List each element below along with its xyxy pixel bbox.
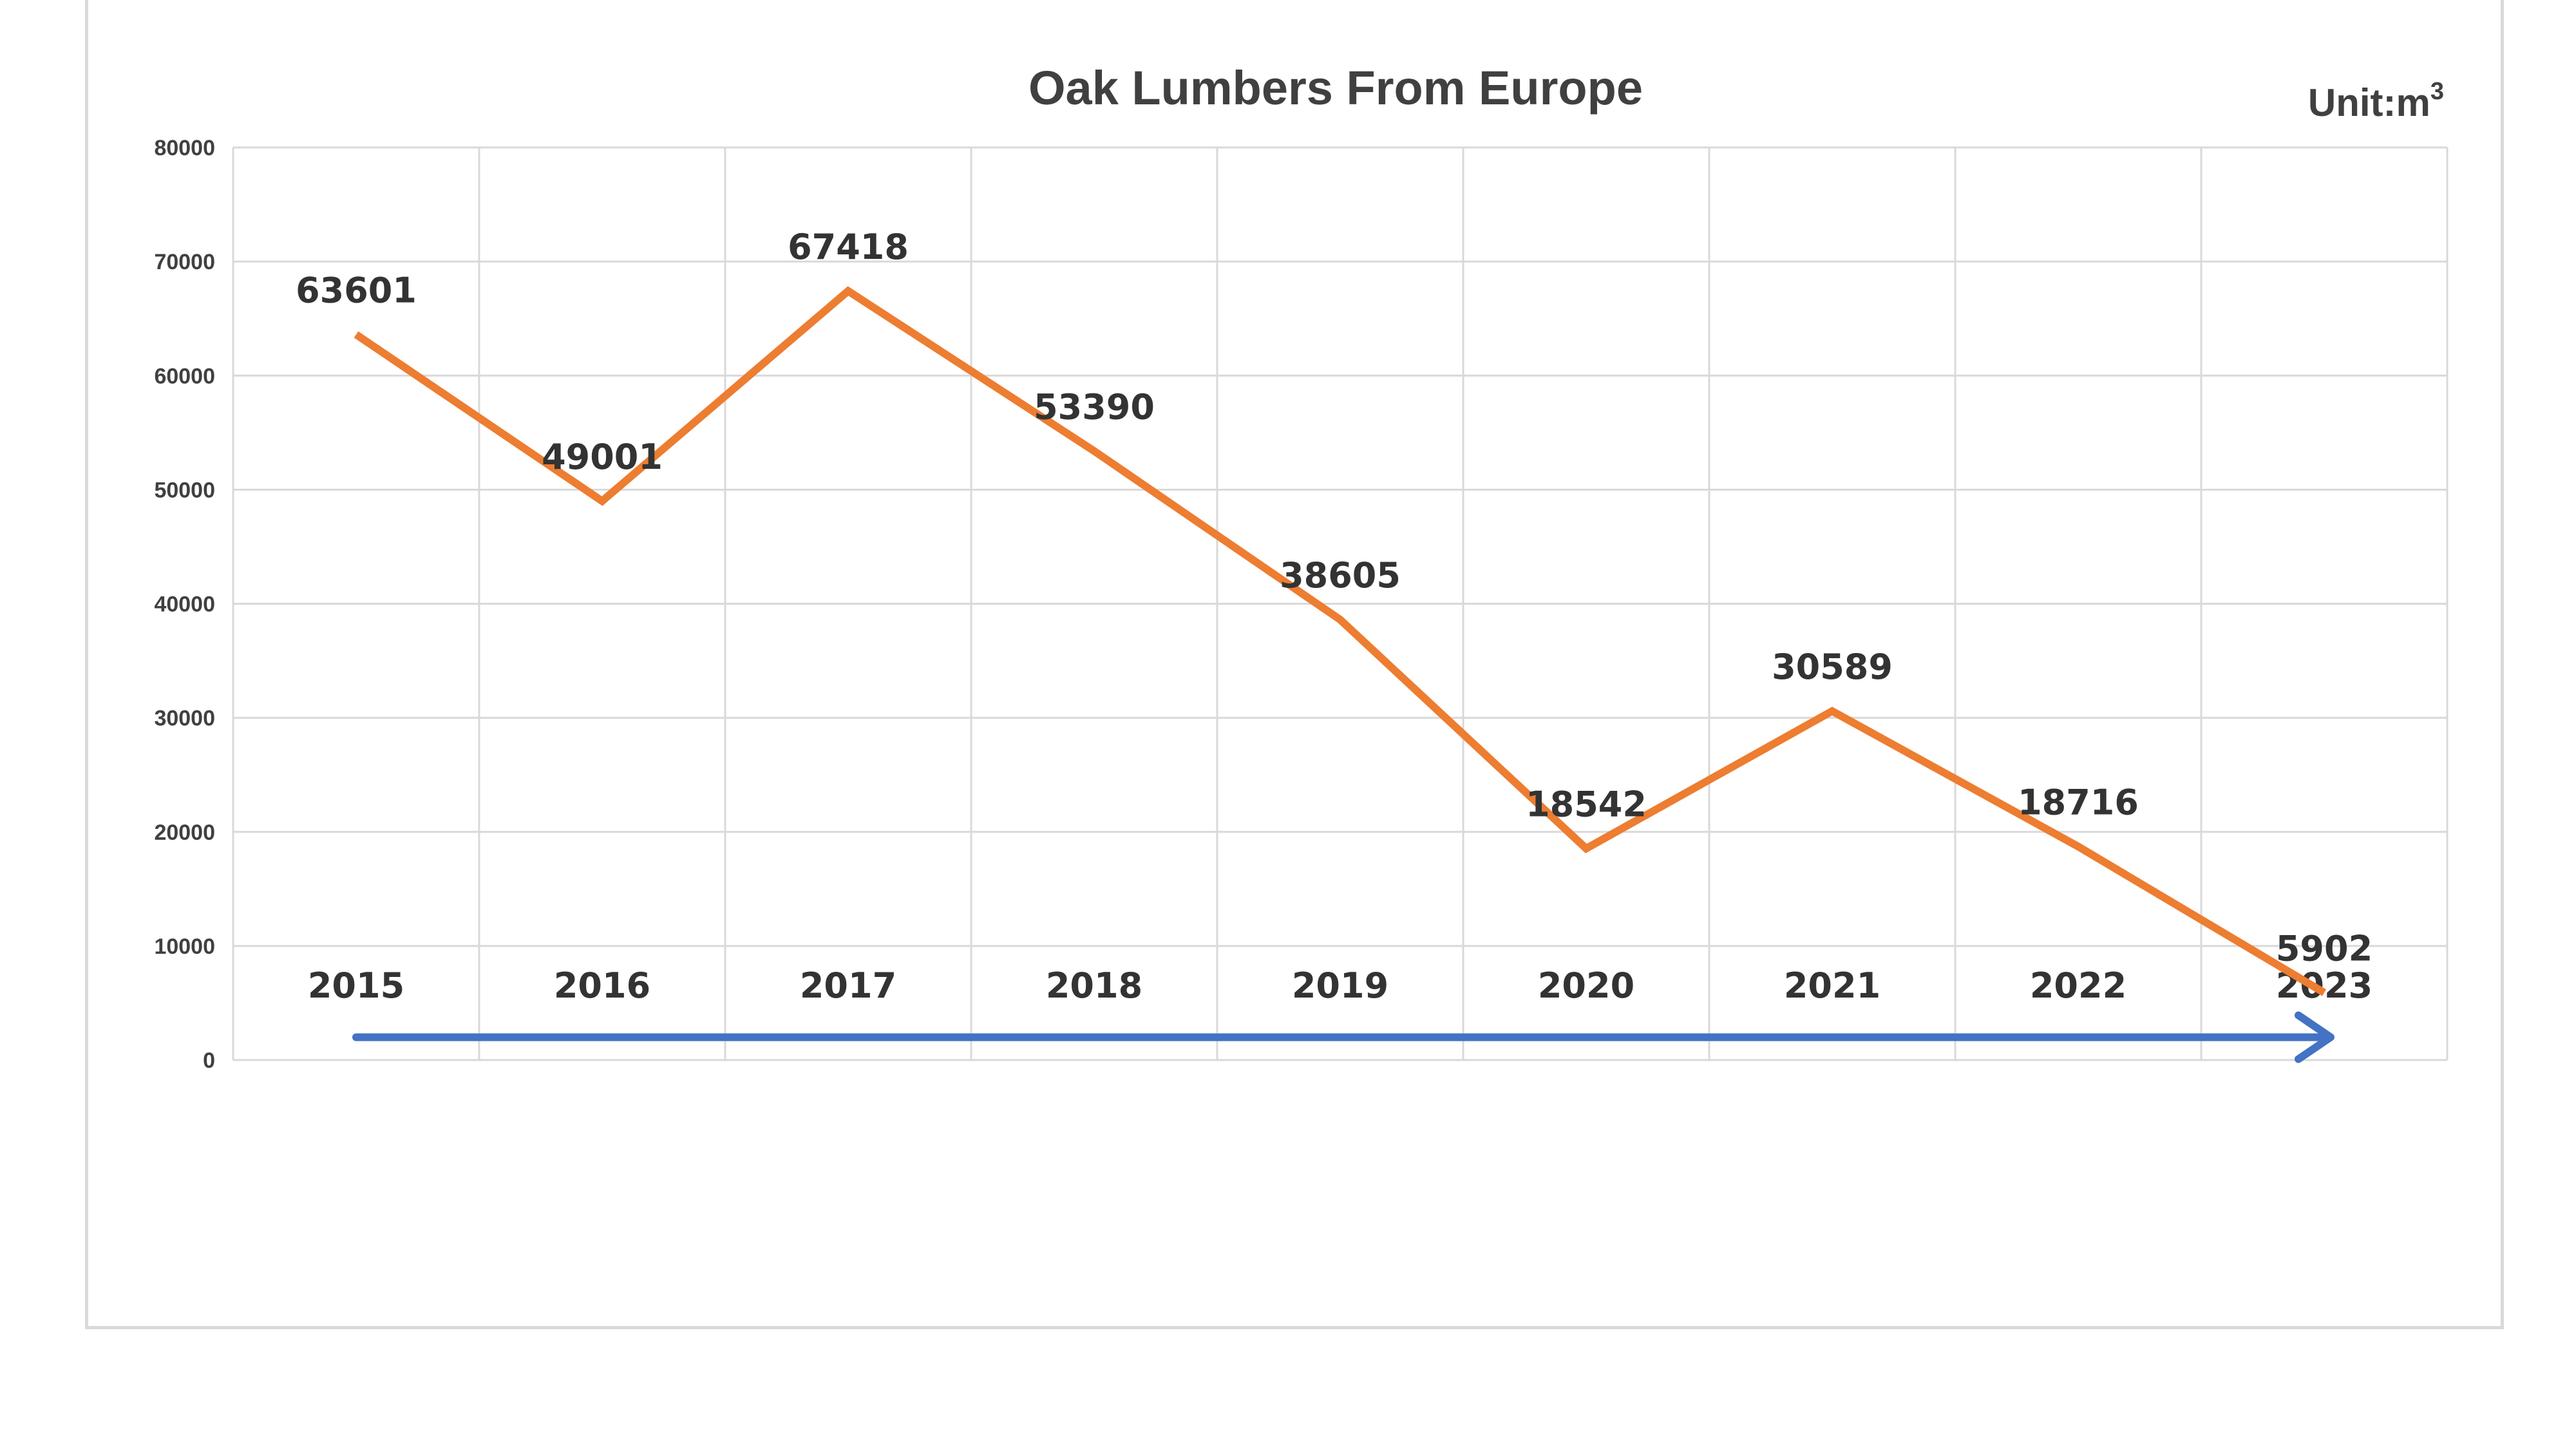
y-tick-label: 70000	[154, 250, 215, 274]
y-tick-label: 0	[203, 1048, 215, 1073]
y-tick-label: 20000	[154, 820, 215, 845]
data-label: 30589	[1772, 647, 1893, 687]
y-tick-label: 30000	[154, 706, 215, 731]
x-tick-label: 2021	[1784, 965, 1880, 1006]
data-label: 18716	[2018, 782, 2139, 822]
data-label: 67418	[788, 227, 909, 267]
x-tick-label: 2020	[1538, 965, 1634, 1006]
series-line-group	[354, 286, 2327, 996]
grid	[232, 146, 2448, 1061]
timeline-arrow	[352, 1011, 2334, 1063]
x-tick-label: 2017	[800, 965, 896, 1006]
x-tick-label: 2015	[308, 965, 404, 1006]
unit-superscript: 3	[2430, 78, 2444, 105]
y-tick-label: 10000	[154, 934, 215, 959]
unit-label: Unit:m3	[2308, 78, 2444, 124]
x-axis: 2015 2016 2017 2018 2019 2020 2021 2022 2023	[308, 965, 2372, 1006]
data-label: 18542	[1526, 784, 1647, 825]
unit-label-text: Unit:m	[2308, 81, 2430, 124]
data-label: 53390	[1034, 386, 1155, 427]
chart-frame	[85, 0, 2504, 1329]
y-tick-label: 80000	[154, 136, 215, 160]
x-tick-label: 2018	[1046, 965, 1142, 1006]
y-tick-label: 60000	[154, 364, 215, 388]
data-label: 5902	[2276, 928, 2372, 969]
x-tick-label: 2022	[2030, 965, 2126, 1006]
data-labels: 63601 49001 67418 53390 38605 18542 30589 18716…	[296, 227, 2372, 969]
series-line	[354, 286, 2327, 996]
y-tick-label: 50000	[154, 478, 215, 502]
data-label: 49001	[542, 437, 663, 477]
arrow-head	[2295, 1011, 2334, 1063]
y-tick-label: 40000	[154, 592, 215, 617]
data-label: 63601	[296, 270, 417, 310]
x-tick-label: 2019	[1292, 965, 1388, 1006]
x-tick-label: 2016	[554, 965, 650, 1006]
data-label: 38605	[1280, 555, 1401, 596]
chart-title: Oak Lumbers From Europe	[1028, 61, 1643, 115]
y-axis: 0 10000 20000 30000 40000 50000 60000 70000 8000…	[154, 136, 215, 1073]
